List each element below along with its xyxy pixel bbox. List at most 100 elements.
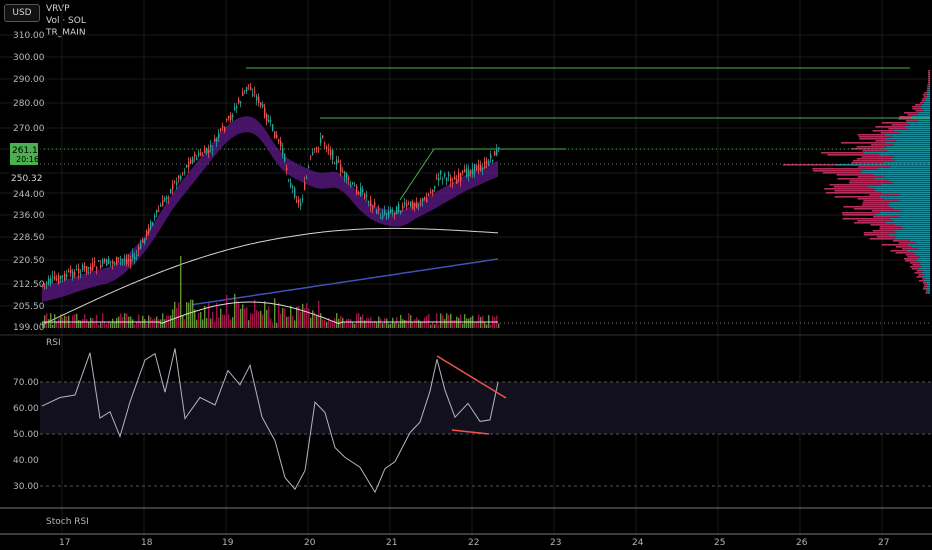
candle-body <box>336 159 338 165</box>
candle-body <box>252 93 254 96</box>
volume-bar <box>288 316 290 328</box>
candle-body <box>238 99 240 104</box>
volume-profile-bar <box>873 174 930 176</box>
candle-body <box>122 259 124 261</box>
price-axis: 310.00 300.00 290.00 280.00 270.00 244.0… <box>13 31 45 333</box>
candle-body <box>172 183 174 190</box>
volume-profile-bar <box>916 276 923 278</box>
volume-bar <box>248 320 250 328</box>
price-tick: 236.00 <box>13 211 45 221</box>
candle-body <box>302 198 304 200</box>
candle-body <box>208 150 210 153</box>
volume-profile-bar <box>842 214 875 216</box>
candle-body <box>326 146 328 149</box>
volume-profile-bar <box>926 94 930 96</box>
candle-body <box>448 172 450 177</box>
candle-body <box>368 200 370 202</box>
candle-body <box>442 178 444 180</box>
volume-profile-bar <box>860 172 930 174</box>
candle-body <box>124 259 126 262</box>
volume-profile-bar <box>854 222 885 224</box>
candle-body <box>276 134 278 139</box>
candle-body <box>492 159 494 161</box>
volume-profile-bar <box>887 204 930 206</box>
candle-body <box>404 202 406 205</box>
candle-body <box>354 185 356 187</box>
candle-body <box>144 238 146 243</box>
volume-bar <box>196 319 198 328</box>
candle-body <box>184 171 186 173</box>
volume-bar <box>350 319 352 328</box>
volume-profile-bar <box>905 120 918 122</box>
candle-body <box>460 173 462 182</box>
volume-profile-bar <box>881 192 930 194</box>
volume-bar <box>216 302 218 328</box>
time-tick: 22 <box>468 538 479 548</box>
volume-profile-bar <box>884 138 930 140</box>
candle-body <box>226 119 228 121</box>
volume-profile-bar <box>879 228 903 230</box>
volume-bar <box>138 314 140 328</box>
volume-profile-bar <box>833 186 868 188</box>
volume-profile-bar <box>922 94 927 96</box>
candle-body <box>66 274 68 277</box>
volume-bar <box>460 314 462 328</box>
volume-profile-bar <box>858 136 892 138</box>
time-axis: 17 18 19 20 21 22 23 24 25 26 27 <box>59 538 889 548</box>
rsi-panel[interactable]: RSI 70.00 60.00 50.00 40.00 30.00 <box>13 338 932 494</box>
volume-profile-bar <box>928 76 929 78</box>
volume-profile-bar <box>834 196 880 198</box>
secondary-price-tag: 250.32 <box>11 174 43 184</box>
volume-bar <box>260 310 262 328</box>
candle-body <box>320 138 322 143</box>
candle-body <box>228 116 230 119</box>
rsi-line <box>41 348 499 494</box>
volume-bar <box>372 323 374 328</box>
volume-bar <box>94 321 96 328</box>
candle-body <box>298 199 300 204</box>
volume-profile-bar <box>874 178 930 180</box>
volume-profile-bar <box>893 130 930 132</box>
candle-body <box>42 284 44 286</box>
volume-bar <box>98 324 100 328</box>
candle-body <box>394 212 396 215</box>
volume-bar <box>190 299 192 328</box>
volume-bar <box>490 324 492 328</box>
candle-body <box>386 213 388 216</box>
candle-body <box>150 221 152 229</box>
legend-volume[interactable]: Vol · SOL <box>46 16 86 26</box>
volume-profile-bar <box>892 182 930 184</box>
volume-profile-bar <box>895 224 930 226</box>
volume-profile-bar <box>878 154 930 156</box>
volume-profile-bar <box>911 268 919 270</box>
candle-body <box>112 261 114 265</box>
volume-profile-bar <box>905 260 916 262</box>
volume-bar <box>312 310 314 328</box>
candle-body <box>280 141 282 147</box>
candle-body <box>396 206 398 215</box>
volume-bar <box>106 323 108 328</box>
volume-bar <box>376 323 378 328</box>
volume-profile-bar <box>886 146 930 148</box>
legend-tr-main[interactable]: TR_MAIN <box>46 28 86 38</box>
volume-bar <box>256 310 258 328</box>
volume-bar <box>308 308 310 328</box>
volume-bar <box>402 319 404 328</box>
last-price-tag: 261.16 <box>12 146 44 156</box>
volume-profile-bar <box>926 90 929 92</box>
volume-profile-bar <box>884 142 930 144</box>
volume-bar <box>178 302 180 328</box>
candle-body <box>240 101 242 103</box>
candle-body <box>340 164 342 172</box>
candle-body <box>92 263 94 270</box>
volume-bar <box>454 320 456 328</box>
volume-profile-bar <box>928 290 930 292</box>
volume-bar <box>434 324 436 328</box>
volume-bar <box>228 314 230 328</box>
candle-body <box>468 170 470 177</box>
candle-body <box>366 195 368 197</box>
volume-profile-bar <box>836 174 874 176</box>
legend-vrvp[interactable]: VRVP <box>46 4 70 14</box>
currency-button[interactable]: USD <box>4 4 40 22</box>
